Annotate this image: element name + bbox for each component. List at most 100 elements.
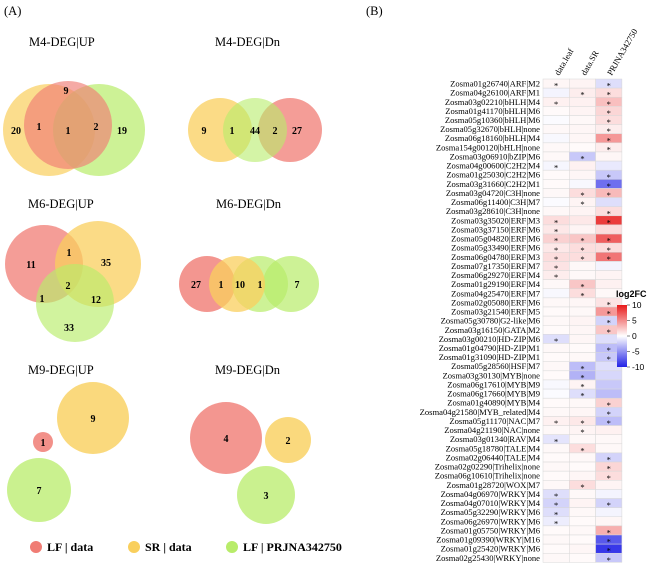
heatmap-cell [569,461,596,472]
heatmap-cell [595,160,623,171]
heatmap-cell [569,352,596,362]
venn-legend: LF | data SR | data LF | PRJNA342750 [30,540,342,554]
venn-count: 11 [26,260,35,271]
heatmap-row-label: Zosma05g10360|bHLH|M6 [445,115,541,125]
heatmap-cell [542,443,570,454]
panel-a-label: (A) [4,4,21,18]
heatmap-row-label: Zosma04g21190|NAC|none [444,425,540,435]
heatmap-row-label: Zosma06g18160|bHLH|M4 [445,133,541,143]
significance-star: * [554,418,558,428]
heatmap-cell [595,261,623,271]
heatmap-row-label: Zosma02g25430|WRKY|none [436,553,540,563]
colorbar-gradient [617,305,627,367]
heatmap-cell [569,516,596,527]
venn-count: 27 [292,126,302,137]
heatmap-cell [542,352,570,362]
heatmap-row-label: Zosma05g32670|bHLH|none [440,124,540,134]
heatmap-column-label: data.leaf [552,46,575,77]
heatmap-row-label: Zosma03g04720|C3H|none [446,188,540,198]
heatmap-cell [595,480,623,490]
venn-count: 9 [91,414,96,425]
heatmap-row-label: Zosma06g11400|C3H|M7 [451,197,541,207]
significance-star: * [607,190,611,200]
venn-count: 10 [235,280,245,291]
venn-count: 1 [41,438,46,449]
heatmap-row-label: Zosma154g00120|bHLH|none [436,142,540,152]
significance-star: * [554,245,558,255]
significance-star: * [554,491,558,501]
significance-star: * [580,427,584,437]
heatmap-cell [569,525,596,536]
heatmap-row-label: Zosma05g18780|TALE|M4 [446,443,541,453]
heatmap-cell [542,379,570,390]
heatmap-row-label: Zosma02g05080|ERF|M6 [451,297,541,307]
heatmap-cell [542,279,570,290]
heatmap-cell [569,306,596,317]
heatmap-cell [542,343,570,353]
heatmap-row-label: Zosma07g17350|ERF|M7 [451,261,541,271]
venn-m6-dn: M6-DEG|Dn 27 1 10 1 7 [179,197,319,312]
heatmap-row-label: Zosma01g26740|ARF|M2 [450,79,540,89]
legend-label-sr: SR | data [145,540,192,554]
heatmap-cell [595,388,623,399]
significance-star: * [607,135,611,145]
venn-title: M9-DEG|UP [28,363,94,377]
heatmap-row-label: Zosma03g30130|MYB|none [443,370,541,380]
significance-star: * [580,363,584,373]
heatmap-column-label: data.SR [579,48,601,77]
heatmap-cell [569,315,596,326]
venn-count: 44 [250,126,260,137]
significance-star: * [554,518,558,528]
venn-circle-pr [7,458,71,522]
significance-star: * [607,464,611,474]
venn-count: 1 [37,122,42,133]
venn-count: 7 [295,280,300,291]
heatmap-row-label: Zosma03g01340|RAV|M4 [450,434,541,444]
significance-star: * [580,254,584,264]
significance-star: * [607,354,611,364]
significance-star: * [580,372,584,382]
heatmap-cell [569,452,596,463]
venn-count: 1 [230,126,235,137]
heatmap-cell [569,179,596,189]
venn-count: 2 [273,126,278,137]
heatmap-row-label: Zosma01g04790|HD-ZIP|M1 [439,343,540,353]
significance-star: * [607,500,611,510]
significance-star: * [580,290,584,300]
heatmap-row-label: Zosma01g40890|MYB|M4 [447,398,540,408]
venn-count: 1 [219,280,224,291]
heatmap-row-label: Zosma06g29270|ERF|M4 [451,270,541,280]
venn-count: 3 [264,491,269,502]
venn-title: M6-DEG|UP [28,197,94,211]
heatmap-cell [569,407,596,417]
venn-count: 7 [37,486,42,497]
heatmap-cell [542,397,570,408]
venn-circle-sr [57,382,129,454]
colorbar-title: log2FC [616,289,647,299]
venn-m9-up: M9-DEG|UP 1 9 7 [7,363,129,522]
heatmap-cell [542,543,570,554]
significance-star: * [607,528,611,538]
heatmap-cell [569,543,596,554]
significance-star: * [554,254,558,264]
heatmap-row-label: Zosma04g06970|WRKY|M4 [441,489,541,499]
heatmap-row-label: Zosma05g32290|WRKY|M6 [441,507,541,517]
significance-star: * [554,227,558,237]
venn-m4-dn: M4-DEG|Dn 9 1 44 2 27 [188,35,322,162]
heatmap-row-label: Zosma03g35020|ERF|M3 [451,215,540,225]
heatmap-cell [569,434,596,445]
heatmap-row-label: Zosma05g28560|HSF|M7 [451,361,541,371]
venn-circle-pr [36,264,114,342]
heatmap-row-label: Zosma01g29190|ERF|M4 [451,279,541,289]
colorbar-ticks: 10 5 0 -5 -10 [627,300,645,372]
venn-circle-pr [223,98,287,162]
venn-count: 9 [64,86,69,97]
venn-count: 1 [66,126,71,137]
colorbar-tick-label: 10 [632,300,642,310]
venn-title: M9-DEG|Dn [215,363,281,377]
heatmap-cell [569,115,596,125]
venn-title: M6-DEG|Dn [216,197,282,211]
heatmap-cell [542,169,570,180]
significance-star: * [554,500,558,510]
venn-count: 33 [64,323,74,334]
